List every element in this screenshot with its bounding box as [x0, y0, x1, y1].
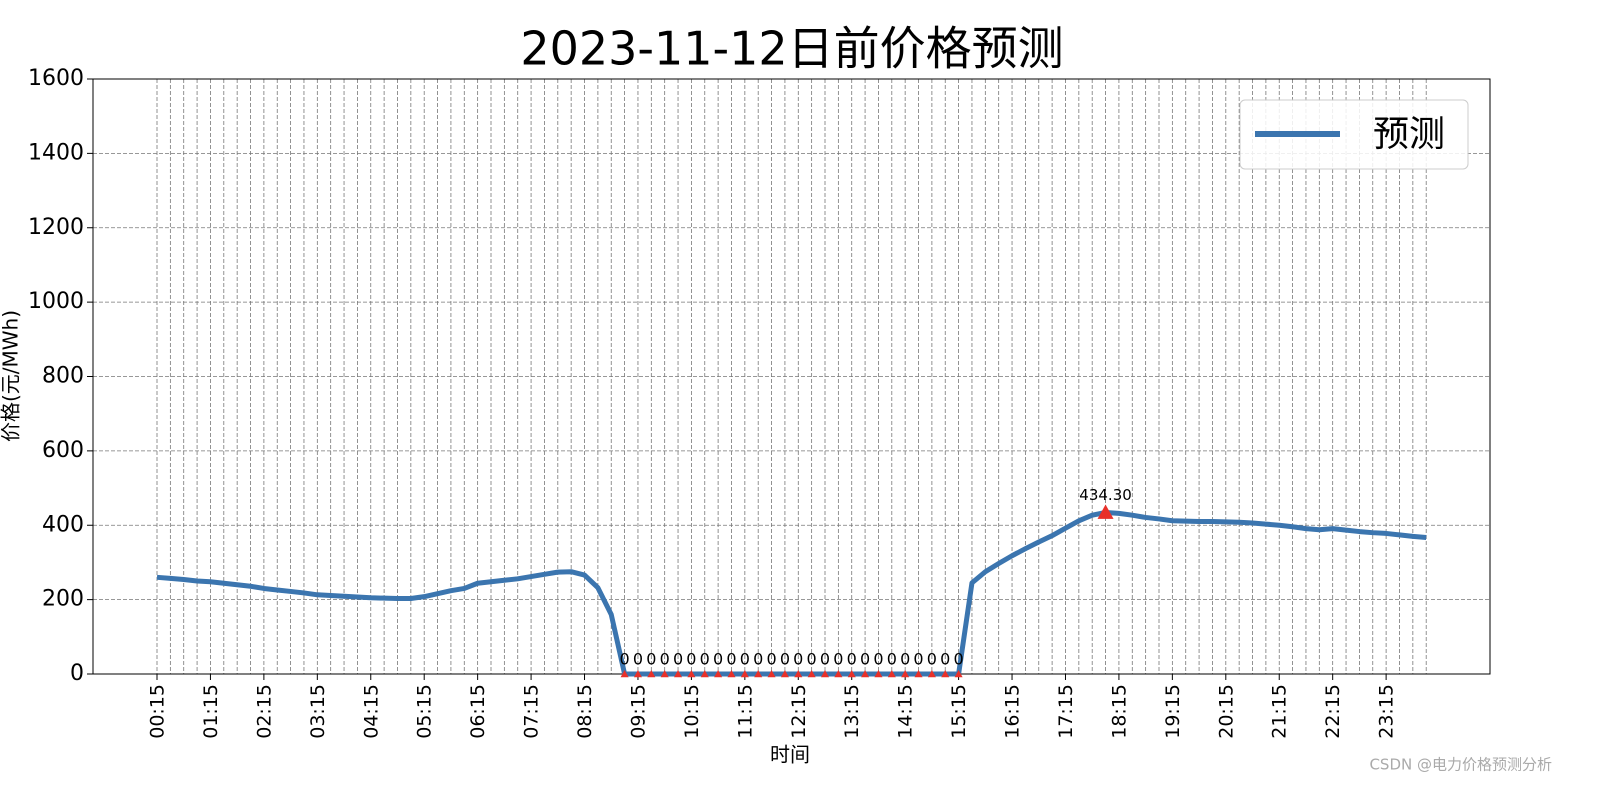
line-series: [156, 509, 1427, 677]
data-label: 0: [726, 650, 736, 669]
x-tick-label: 00:15: [147, 684, 169, 739]
y-tick-label: 400: [42, 512, 84, 537]
data-label: 0: [766, 650, 776, 669]
marker: [847, 670, 856, 678]
y-tick-label: 1400: [28, 140, 84, 165]
data-label: 0: [713, 650, 723, 669]
data-label: 0: [620, 650, 630, 669]
marker: [714, 670, 723, 678]
data-label: 0: [927, 650, 937, 669]
marker: [633, 670, 642, 678]
data-label: 434.30: [1079, 486, 1132, 504]
marker: [901, 670, 910, 678]
marker: [620, 670, 629, 678]
marker: [807, 670, 816, 678]
x-axis-label: 时间: [770, 743, 810, 767]
x-tick-label: 14:15: [895, 684, 917, 739]
marker: [927, 670, 936, 678]
y-tick-label: 1000: [28, 289, 84, 314]
marker: [821, 670, 829, 678]
legend-label: 预测: [1373, 114, 1445, 155]
marker: [687, 670, 696, 678]
x-tick-label: 09:15: [627, 684, 649, 739]
data-label: 0: [673, 650, 683, 669]
data-label: 0: [913, 650, 923, 669]
x-tick-label: 06:15: [467, 684, 489, 739]
x-tick-label: 13:15: [841, 684, 863, 739]
marker: [834, 670, 843, 678]
marker: [754, 670, 763, 678]
x-tick-label: 11:15: [734, 684, 756, 739]
x-tick-label: 03:15: [307, 684, 329, 739]
y-tick-label: 1200: [28, 215, 84, 240]
x-tick-label: 05:15: [414, 684, 436, 739]
marker: [1097, 504, 1114, 519]
marker: [740, 670, 749, 678]
data-label: 0: [700, 650, 710, 669]
x-tick-label: 04:15: [360, 684, 382, 739]
y-tick-label: 200: [42, 587, 84, 612]
y-tick-label: 800: [42, 364, 84, 389]
marker: [660, 670, 669, 678]
x-tick-label: 16:15: [1002, 684, 1024, 739]
x-tick-label: 07:15: [521, 684, 543, 739]
x-tick-label: 08:15: [574, 684, 596, 739]
watermark: CSDN @电力价格预测分析: [1369, 756, 1552, 774]
data-label: 0: [847, 650, 857, 669]
marker: [874, 670, 883, 678]
marker: [700, 670, 709, 678]
x-tick-label: 12:15: [788, 684, 810, 739]
x-tick-label: 22:15: [1322, 684, 1344, 739]
x-tick-label: 02:15: [253, 684, 275, 739]
data-label: 0: [793, 650, 803, 669]
chart-title: 2023-11-12日前价格预测: [520, 22, 1063, 76]
data-label: 0: [873, 650, 883, 669]
x-tick-label: 10:15: [681, 684, 703, 739]
y-axis-label: 价格(元/MWh): [0, 310, 23, 442]
y-tick-label: 600: [42, 438, 84, 463]
y-tick-label: 1600: [28, 66, 84, 91]
marker: [647, 670, 656, 678]
marker: [794, 670, 803, 678]
marker: [954, 670, 963, 678]
data-label: 0: [820, 650, 830, 669]
x-tick-label: 21:15: [1269, 684, 1291, 739]
marker: [767, 670, 776, 678]
data-label: 0: [887, 650, 897, 669]
x-tick-label: 23:15: [1376, 684, 1398, 739]
marker: [914, 670, 923, 678]
data-label: 0: [660, 650, 670, 669]
x-tick-label: 19:15: [1162, 684, 1184, 739]
data-label: 0: [954, 650, 964, 669]
data-label: 0: [686, 650, 696, 669]
marker: [780, 670, 789, 678]
x-tick-label: 01:15: [200, 684, 222, 739]
data-label: 0: [807, 650, 817, 669]
x-tick-label: 15:15: [948, 684, 970, 739]
marker: [941, 670, 950, 678]
y-tick-label: 0: [70, 661, 84, 686]
legend-box: [1239, 99, 1469, 170]
data-label: 0: [780, 650, 790, 669]
data-label: 0: [900, 650, 910, 669]
x-tick-label: 20:15: [1215, 684, 1237, 739]
marker: [674, 670, 683, 678]
x-tick-label: 18:15: [1108, 684, 1130, 739]
data-label: 0: [740, 650, 750, 669]
data-label: 0: [646, 650, 656, 669]
marker: [727, 670, 736, 678]
x-tick-label: 17:15: [1055, 684, 1077, 739]
data-label: 0: [833, 650, 843, 669]
data-label: 0: [753, 650, 763, 669]
data-label: 0: [633, 650, 643, 669]
marker: [887, 670, 896, 678]
data-label: 0: [860, 650, 870, 669]
data-label: 0: [940, 650, 950, 669]
marker: [861, 670, 870, 678]
